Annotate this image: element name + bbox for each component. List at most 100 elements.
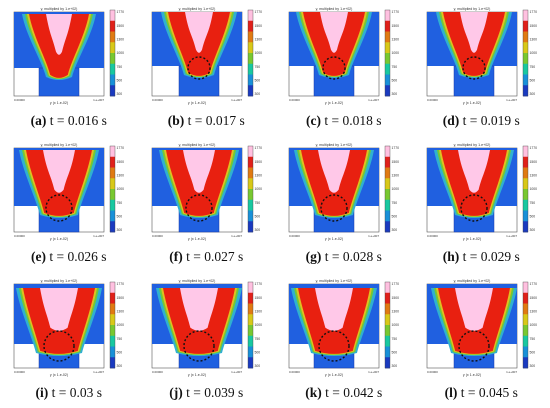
x-axis-min: 0.00000 xyxy=(289,98,300,102)
simulation-plot: y, multiplied by 1.e+02) y (x 1.e-02) 0.00… xyxy=(426,7,537,105)
colorbar-segment xyxy=(522,146,528,158)
colorbar-segment xyxy=(522,282,528,294)
colorbar-segment xyxy=(385,85,390,97)
plume-core xyxy=(179,288,218,331)
colorbar-tick: 300 xyxy=(529,228,535,232)
colorbar-segment xyxy=(110,10,115,22)
colorbar-segment xyxy=(385,282,390,294)
colorbar-tick: 1000 xyxy=(529,187,537,191)
colorbar-segment xyxy=(385,210,390,222)
colorbar-segment xyxy=(522,210,528,222)
colorbar-tick: 1770 xyxy=(117,10,125,14)
colorbar-tick: 1770 xyxy=(117,282,125,286)
colorbar-segment xyxy=(247,85,253,97)
panel-time: t = 0.039 s xyxy=(182,385,244,400)
colorbar-tick: 300 xyxy=(529,364,535,368)
colorbar-segment xyxy=(247,346,253,358)
plume-core xyxy=(457,150,490,193)
colorbar-tick: 750 xyxy=(254,201,260,205)
colorbar-tick: 750 xyxy=(392,337,398,341)
colorbar-segment xyxy=(247,303,253,315)
colorbar-segment xyxy=(385,335,390,347)
panel-caption: (b) t = 0.017 s xyxy=(138,113,276,133)
colorbar-segment xyxy=(110,85,115,97)
colorbar-tick: 750 xyxy=(392,65,398,69)
colorbar-tick: 1500 xyxy=(392,296,400,300)
colorbar-tick: 1500 xyxy=(529,296,537,300)
plume-core xyxy=(46,14,72,55)
figure-panel: y, multiplied by 1.e+02) y (x 1.e-02) 0.00… xyxy=(275,0,413,136)
colorbar-frame xyxy=(522,145,528,233)
x-axis-label: y (x 1.e-02) xyxy=(325,237,343,241)
x-axis-label: y (x 1.e-02) xyxy=(50,237,68,241)
x-axis-max: 1.e+007 xyxy=(93,370,104,374)
figure-panel: y, multiplied by 1.e+02) y (x 1.e-02) 0.00… xyxy=(138,136,276,272)
colorbar-tick: 1000 xyxy=(117,51,125,55)
colorbar-tick: 1000 xyxy=(254,51,262,55)
colorbar-tick: 1300 xyxy=(117,38,125,42)
colorbar-segment xyxy=(385,42,390,54)
colorbar-segment xyxy=(110,53,115,65)
colorbar-segment xyxy=(247,292,253,304)
figure-panel: y, multiplied by 1.e+02) y (x 1.e-02) 0.00… xyxy=(0,136,138,272)
plot-title: y, multiplied by 1.e+02) xyxy=(316,143,353,147)
colorbar-segment xyxy=(385,53,390,65)
colorbar-segment xyxy=(247,178,253,190)
colorbar-segment xyxy=(522,221,528,233)
colorbar-tick: 500 xyxy=(117,351,123,355)
x-axis-min: 0.00000 xyxy=(289,234,300,238)
colorbar-frame xyxy=(109,9,116,97)
x-axis-min: 0.00000 xyxy=(14,370,25,374)
panel-time: t = 0.028 s xyxy=(321,249,382,264)
colorbar-tick: 1000 xyxy=(254,187,262,191)
colorbar-segment xyxy=(522,167,528,179)
colorbar-segment xyxy=(385,189,390,201)
colorbar-tick: 750 xyxy=(529,201,535,205)
colorbar-tick: 500 xyxy=(392,79,398,83)
simulation-plot: y, multiplied by 1.e+02) y (x 1.e-02) 0.00… xyxy=(151,7,262,105)
colorbar-segment xyxy=(385,63,390,75)
plot-title: y, multiplied by 1.e+02) xyxy=(41,279,78,283)
colorbar-segment xyxy=(110,42,115,54)
panel-label: (l) xyxy=(444,385,458,400)
figure-panel: y, multiplied by 1.e+02) y (x 1.e-02) 0.00… xyxy=(138,272,276,408)
panel-caption: (a) t = 0.016 s xyxy=(0,113,138,133)
x-axis-min: 0.00000 xyxy=(152,370,163,374)
colorbar-frame xyxy=(384,281,391,369)
x-axis-min: 0.00000 xyxy=(14,98,25,102)
colorbar-segment xyxy=(247,42,253,54)
figure-panel: y, multiplied by 1.e+02) y (x 1.e-02) 0.00… xyxy=(413,272,550,408)
figure-panel: y, multiplied by 1.e+02) y (x 1.e-02) 0.00… xyxy=(275,136,413,272)
colorbar-segment xyxy=(522,199,528,211)
simulation-plot: y, multiplied by 1.e+02) y (x 1.e-02) 0.00… xyxy=(426,279,537,377)
panel-time: t = 0.045 s xyxy=(457,385,518,400)
colorbar-tick: 500 xyxy=(392,351,398,355)
colorbar-tick: 1300 xyxy=(254,38,262,42)
dashed-ring xyxy=(43,330,75,362)
panel-caption: (j) t = 0.039 s xyxy=(138,385,276,405)
colorbar-segment xyxy=(110,292,115,304)
dashed-ring xyxy=(45,194,73,222)
x-axis-label: y (x 1.e-02) xyxy=(462,101,480,105)
colorbar-tick: 1500 xyxy=(392,160,400,164)
panel-time: t = 0.018 s xyxy=(320,113,382,128)
colorbar-segment xyxy=(522,63,528,75)
dashed-ring xyxy=(318,330,350,362)
colorbar-segment xyxy=(247,199,253,211)
panel-label: (b) xyxy=(167,113,185,128)
figure-panel: y, multiplied by 1.e+02) y (x 1.e-02) 0.00… xyxy=(138,0,276,136)
colorbar-segment xyxy=(110,346,115,358)
panel-label: (a) xyxy=(30,113,47,128)
colorbar-tick: 1300 xyxy=(254,310,262,314)
simulation-plot: y, multiplied by 1.e+02) y (x 1.e-02) 0.00… xyxy=(151,279,262,377)
colorbar-frame xyxy=(522,281,528,369)
plume-core xyxy=(454,288,493,331)
colorbar-tick: 1000 xyxy=(392,323,400,327)
colorbar-tick: 300 xyxy=(254,364,260,368)
figure-panel: y, multiplied by 1.e+02) y (x 1.e-02) 0.00… xyxy=(275,272,413,408)
colorbar-segment xyxy=(247,31,253,43)
colorbar-tick: 1770 xyxy=(392,282,400,286)
figure-panel: y, multiplied by 1.e+02) y (x 1.e-02) 0.00… xyxy=(0,0,138,136)
panel-time: t = 0.042 s xyxy=(321,385,383,400)
plume-core xyxy=(182,150,215,193)
